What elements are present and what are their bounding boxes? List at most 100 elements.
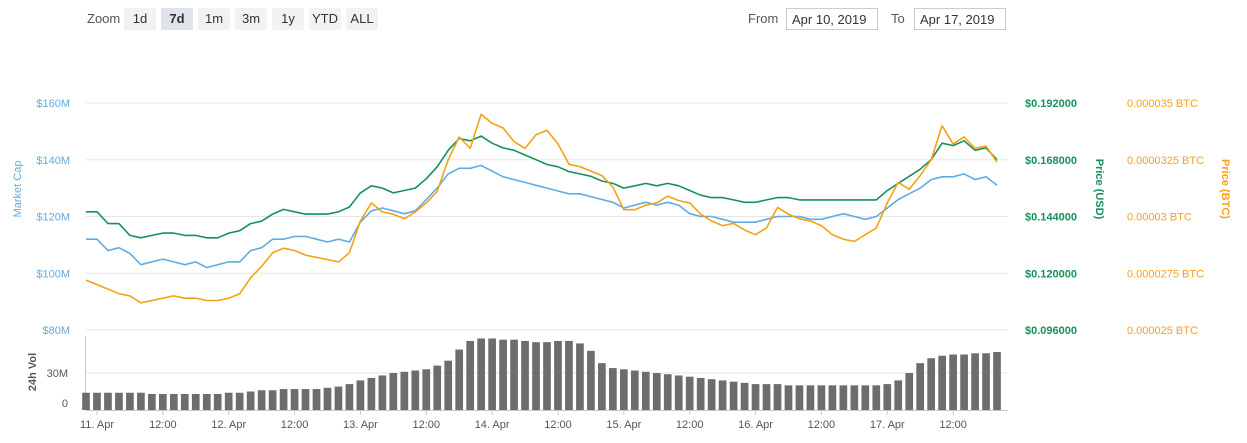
volume-bar xyxy=(565,340,573,410)
x-tick-label: 12:00 xyxy=(808,419,836,431)
volume-bar xyxy=(323,387,332,410)
zoom-label: Zoom xyxy=(87,11,121,26)
price-btc-tick-label: 0.0000325 BTC xyxy=(1127,155,1204,167)
volume-bar xyxy=(894,380,903,410)
volume-bar xyxy=(126,392,134,410)
volume-bar xyxy=(554,340,562,410)
volume-bar xyxy=(477,338,485,410)
volume-bar xyxy=(543,342,551,410)
volume-bar xyxy=(598,363,606,410)
volume-bar xyxy=(938,355,946,410)
volume-bar xyxy=(301,389,310,410)
market-cap-tick-label: $160M xyxy=(36,98,70,110)
volume-bar xyxy=(148,393,156,410)
volume-bar xyxy=(532,342,540,410)
price-usd-tick-label: $0.144000 xyxy=(1025,212,1077,224)
volume-bar xyxy=(312,389,321,410)
market-cap-tick-label: $120M xyxy=(36,212,70,224)
x-tick-label: 14. Apr xyxy=(475,419,510,431)
price-usd-tick-label: $0.192000 xyxy=(1025,98,1077,110)
x-tick-label: 16. Apr xyxy=(738,419,773,431)
x-tick-label: 12:00 xyxy=(676,419,704,431)
volume-bar xyxy=(510,339,518,410)
x-tick-label: 12:00 xyxy=(412,419,440,431)
volume-bar xyxy=(455,349,464,410)
price-usd-tick-label: $0.120000 xyxy=(1025,268,1077,280)
volume-bar xyxy=(400,371,409,410)
price-usd-tick-label: $0.096000 xyxy=(1025,325,1077,337)
volume-bar xyxy=(751,384,760,410)
zoom-1y-button[interactable]: 1y xyxy=(272,8,304,30)
volume-bar xyxy=(356,380,365,410)
volume-bar xyxy=(729,381,738,410)
volume-bar xyxy=(576,343,584,410)
range-selector-bar: Zoom 1d 7d 1m 3m 1y YTD ALL From To xyxy=(0,0,1247,40)
zoom-1d-button[interactable]: 1d xyxy=(124,8,156,30)
volume-bar xyxy=(191,393,200,410)
zoom-3m-button[interactable]: 3m xyxy=(235,8,267,30)
volume-bar xyxy=(334,386,343,410)
zoom-1m-button[interactable]: 1m xyxy=(198,8,230,30)
x-tick-label: 13. Apr xyxy=(343,419,378,431)
volume-bar xyxy=(718,380,727,410)
volume-bar xyxy=(82,392,90,410)
volume-bar xyxy=(971,353,979,410)
price-usd-axis-title: Price (USD) xyxy=(1093,159,1105,220)
volume-bar xyxy=(927,358,936,410)
x-tick-label: 17. Apr xyxy=(870,419,905,431)
volume-bar xyxy=(444,360,453,410)
zoom-all-button[interactable]: ALL xyxy=(346,8,378,30)
market-cap-line xyxy=(86,164,998,269)
volume-bar xyxy=(619,369,628,410)
volume-tick-label: 30M xyxy=(47,368,68,380)
x-tick-label: 12:00 xyxy=(544,419,572,431)
volume-bar xyxy=(916,363,925,410)
x-tick-label: 12:00 xyxy=(149,419,177,431)
volume-bar xyxy=(784,385,793,410)
market-cap-tick-label: $80M xyxy=(42,325,70,337)
volume-bar xyxy=(213,393,222,410)
volume-bar xyxy=(993,352,1001,410)
volume-bar xyxy=(257,390,266,410)
volume-bar xyxy=(104,392,112,410)
x-tick-label: 12. Apr xyxy=(211,419,246,431)
volume-bar xyxy=(773,384,782,410)
volume-bar xyxy=(663,374,672,410)
axis-labels: $80M $100M $120M $140M $160M Market Cap $0.096… xyxy=(12,98,1231,431)
volume-bar xyxy=(224,392,233,410)
volume-bar xyxy=(905,373,914,410)
from-date-input[interactable] xyxy=(786,8,878,30)
zoom-ytd-button[interactable]: YTD xyxy=(309,8,341,30)
to-label: To xyxy=(891,11,905,26)
volume-bars xyxy=(82,338,1001,410)
volume-bar xyxy=(345,384,354,410)
volume-bar xyxy=(883,384,892,410)
volume-bar xyxy=(609,368,617,410)
volume-bar xyxy=(466,340,475,410)
volume-bar xyxy=(652,373,661,410)
price-btc-tick-label: 0.000025 BTC xyxy=(1127,325,1198,337)
price-usd-tick-label: $0.168000 xyxy=(1025,155,1077,167)
volume-bar xyxy=(367,377,376,410)
price-btc-line xyxy=(85,113,998,304)
x-tick-label: 12:00 xyxy=(939,419,967,431)
volume-bar xyxy=(795,385,804,410)
zoom-7d-button[interactable]: 7d xyxy=(161,8,193,30)
to-date-input[interactable] xyxy=(914,8,1006,30)
volume-bar xyxy=(982,353,990,410)
volume-bar xyxy=(378,375,387,410)
from-label: From xyxy=(748,11,779,26)
price-usd-line xyxy=(86,135,998,239)
volume-bar xyxy=(169,393,178,410)
volume-bar xyxy=(158,393,167,410)
volume-bar xyxy=(872,385,881,410)
volume-bar xyxy=(180,393,189,410)
volume-bar xyxy=(235,392,244,410)
volume-axis-title: 24h Vol xyxy=(27,353,39,391)
x-tick-label: 15. Apr xyxy=(606,419,641,431)
market-cap-axis-title: Market Cap xyxy=(12,161,24,218)
volume-bar xyxy=(960,354,968,410)
volume-bar xyxy=(422,369,431,410)
volume-bar xyxy=(817,385,826,410)
